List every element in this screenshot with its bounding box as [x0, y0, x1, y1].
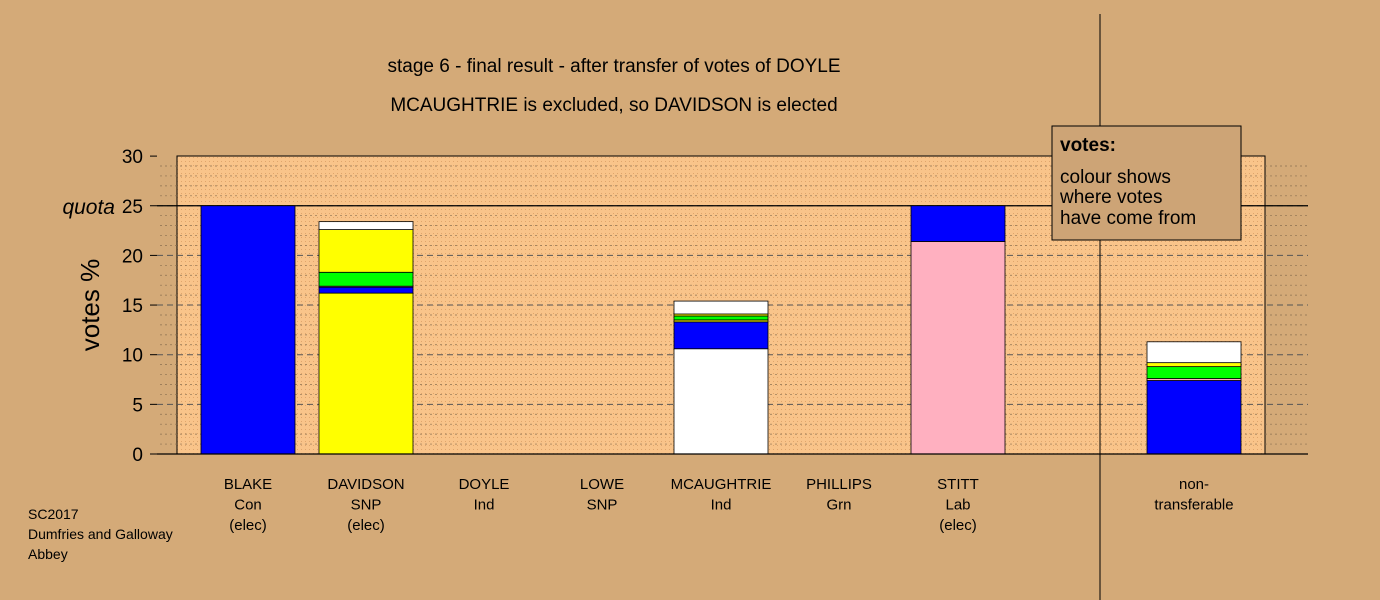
bar-segment	[318, 271, 414, 287]
bar-segment	[318, 286, 414, 294]
bar-stack	[910, 205, 1006, 455]
category-label: STITT	[937, 476, 979, 493]
legend-title: votes:	[1060, 135, 1116, 156]
bar-segment	[673, 315, 769, 321]
category-label: non-	[1179, 476, 1209, 493]
category-label: LOWE	[580, 476, 624, 493]
y-tick-label: 25	[122, 197, 143, 218]
bar-segment	[1146, 341, 1242, 364]
bar-stack	[200, 205, 296, 455]
legend-box	[1051, 125, 1242, 241]
category-label: Con	[234, 497, 262, 514]
bar-stack	[673, 300, 769, 455]
bar-stack	[318, 221, 414, 455]
bar-segment	[1146, 366, 1242, 379]
category-label: (elec)	[347, 517, 385, 534]
category-label: transferable	[1154, 497, 1233, 514]
legend-line-2: where votes	[1059, 187, 1162, 208]
bar-segment	[673, 321, 769, 350]
category-labels: BLAKE Con (elec) DAVIDSON SNP (elec) DOYLE Ind L…	[224, 476, 1234, 534]
category-label: BLAKE	[224, 476, 272, 493]
category-label: PHILLIPS	[806, 476, 872, 493]
bar-segment	[673, 300, 769, 315]
bar-segment	[200, 205, 296, 455]
y-tick-label: 0	[132, 445, 143, 466]
category-label: DAVIDSON	[327, 476, 404, 493]
legend-line-3: have come from	[1060, 208, 1196, 229]
category-label: Ind	[474, 497, 495, 514]
y-tick-label: 5	[132, 395, 143, 416]
chart-subtitle: MCAUGHTRIE is excluded, so DAVIDSON is e…	[390, 95, 837, 116]
legend: votes: colour shows where votes have com…	[1051, 125, 1242, 241]
bar-segment	[673, 348, 769, 455]
bar-segment	[1146, 380, 1242, 455]
category-label: MCAUGHTRIE	[671, 476, 772, 493]
legend-line-1: colour shows	[1060, 167, 1171, 188]
category-label: (elec)	[939, 517, 977, 534]
y-tick-label: 20	[122, 246, 143, 267]
bar-segment	[318, 292, 414, 455]
category-label: SNP	[351, 497, 382, 514]
quota-label: quota	[62, 196, 115, 219]
footer-line-2: Dumfries and Galloway	[28, 526, 173, 542]
bar-segment	[1146, 362, 1242, 368]
category-label: DOYLE	[459, 476, 510, 493]
footer-line-3: Abbey	[28, 546, 68, 562]
bars	[200, 205, 1242, 455]
category-label: Ind	[711, 497, 732, 514]
bar-stack	[1146, 341, 1242, 455]
category-label: Lab	[945, 497, 970, 514]
y-axis-label: votes %	[75, 259, 105, 352]
bar-segment	[910, 241, 1006, 455]
category-label: Grn	[826, 497, 851, 514]
bar-segment	[318, 229, 414, 273]
y-tick-label: 15	[122, 296, 143, 317]
category-label: SNP	[587, 497, 618, 514]
chart-title: stage 6 - final result - after transfer …	[387, 56, 840, 77]
category-label: (elec)	[229, 517, 267, 534]
footer-line-1: SC2017	[28, 506, 79, 522]
y-ticks: 0 5 10 15 20 25 30	[122, 147, 157, 466]
y-tick-label: 10	[122, 346, 143, 367]
y-tick-label: 30	[122, 147, 143, 168]
bar-segment	[910, 205, 1006, 242]
bar-segment	[318, 221, 414, 230]
